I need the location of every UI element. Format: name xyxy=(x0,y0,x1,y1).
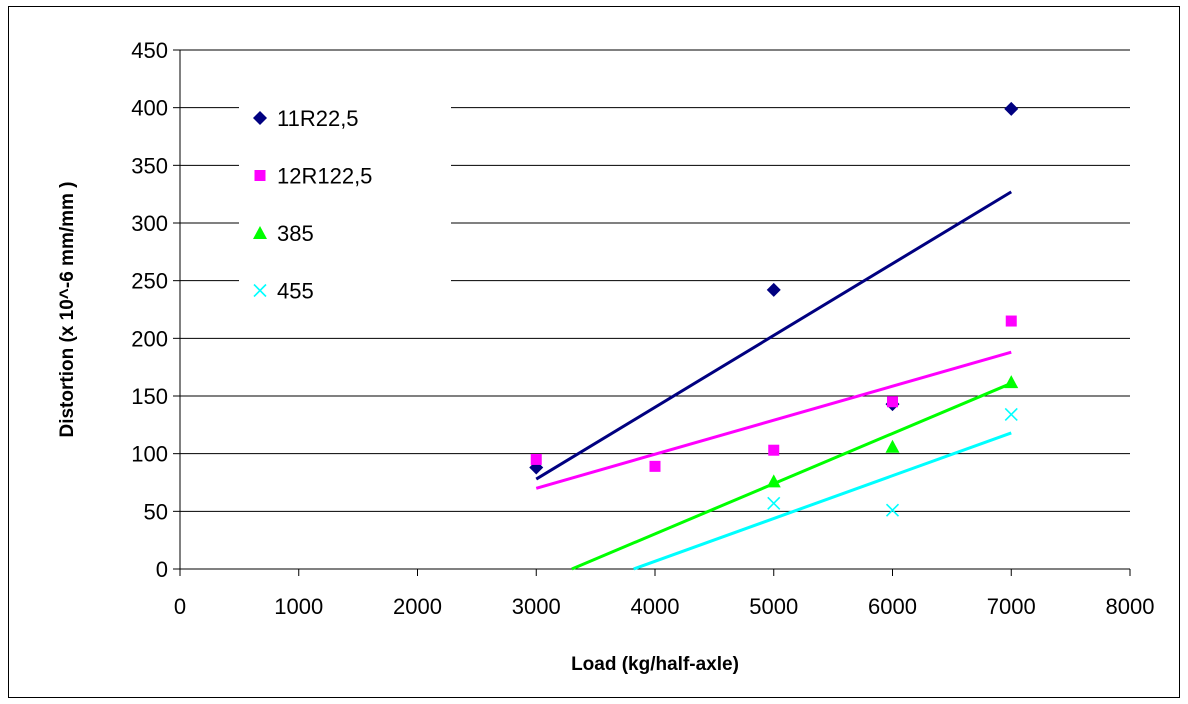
legend: 11R22,5 12R122,5 385 455 xyxy=(239,63,451,305)
point-series-4-2 xyxy=(885,503,900,517)
x-tick-label-8000: 8000 xyxy=(1106,594,1155,619)
trendline-4 xyxy=(633,431,1012,571)
x-axis-title: Load (kg/half-axle) xyxy=(571,654,739,675)
y-tick-label-150: 150 xyxy=(131,384,168,409)
y-tick-label-350: 350 xyxy=(131,153,168,178)
x-tick-label-4000: 4000 xyxy=(631,594,680,619)
legend-label-4: 455 xyxy=(277,279,314,304)
chart-svg: 0 50 100 150 200 250 300 350 400 450 0 1000 2000 3000… xyxy=(57,38,1154,675)
x-tick-label-7000: 7000 xyxy=(987,594,1036,619)
trendline-3 xyxy=(571,381,1012,571)
y-tick-label-200: 200 xyxy=(131,326,168,351)
trendline-2 xyxy=(535,350,1012,490)
legend-marker-1 xyxy=(253,111,267,125)
tick-labels: 0 50 100 150 200 250 300 350 400 450 0 1000 2000 3000… xyxy=(131,38,1154,619)
legend-background xyxy=(239,63,451,305)
point-series-3-3 xyxy=(1004,375,1019,389)
legend-marker-4 xyxy=(253,283,267,298)
y-axis-title: Distortion (x 10^-6 mm/mm ) xyxy=(57,181,78,437)
point-series-4-3 xyxy=(1004,407,1018,422)
legend-label-3: 385 xyxy=(277,221,314,246)
legend-label-2: 12R122,5 xyxy=(277,164,372,189)
axes xyxy=(173,49,1131,576)
y-tick-label-300: 300 xyxy=(131,211,168,236)
x-tick-label-0: 0 xyxy=(174,594,186,619)
point-series-4-2-stroke-b xyxy=(885,503,900,517)
y-tick-label-100: 100 xyxy=(131,442,168,467)
y-tick-label-0: 0 xyxy=(156,557,168,582)
x-tick-label-5000: 5000 xyxy=(749,594,798,619)
point-series-2-5 xyxy=(1005,315,1017,327)
y-tick-label-450: 450 xyxy=(131,38,168,63)
x-tick-label-3000: 3000 xyxy=(512,594,561,619)
point-series-4-3-stroke-b xyxy=(1004,407,1018,422)
point-series-4-1 xyxy=(767,496,781,510)
trendline-1 xyxy=(535,190,1013,481)
legend-marker-3 xyxy=(253,226,267,239)
y-tick-label-50: 50 xyxy=(144,499,168,524)
y-tick-label-400: 400 xyxy=(131,96,168,121)
point-series-2-4 xyxy=(887,396,898,408)
x-tick-label-2000: 2000 xyxy=(393,594,442,619)
trendlines xyxy=(535,190,1013,571)
point-series-2-1 xyxy=(530,453,542,465)
point-series-2-3 xyxy=(768,444,780,456)
point-series-1-4 xyxy=(1004,101,1019,116)
legend-marker-2 xyxy=(254,170,266,181)
legend-label-1: 11R22,5 xyxy=(277,106,359,131)
y-tick-label-250: 250 xyxy=(131,269,168,294)
data-points xyxy=(529,101,1019,517)
point-series-1-2 xyxy=(766,282,781,297)
legend-marker-4-stroke-b xyxy=(253,283,267,298)
point-series-3-2 xyxy=(885,439,900,453)
point-series-4-1-stroke-b xyxy=(767,496,781,510)
chart-frame: 0 50 100 150 200 250 300 350 400 450 0 1000 2000 3000… xyxy=(8,6,1180,698)
point-series-2-2 xyxy=(649,460,661,472)
point-series-3-1 xyxy=(766,474,781,488)
x-tick-label-1000: 1000 xyxy=(274,594,323,619)
x-tick-label-6000: 6000 xyxy=(868,594,917,619)
